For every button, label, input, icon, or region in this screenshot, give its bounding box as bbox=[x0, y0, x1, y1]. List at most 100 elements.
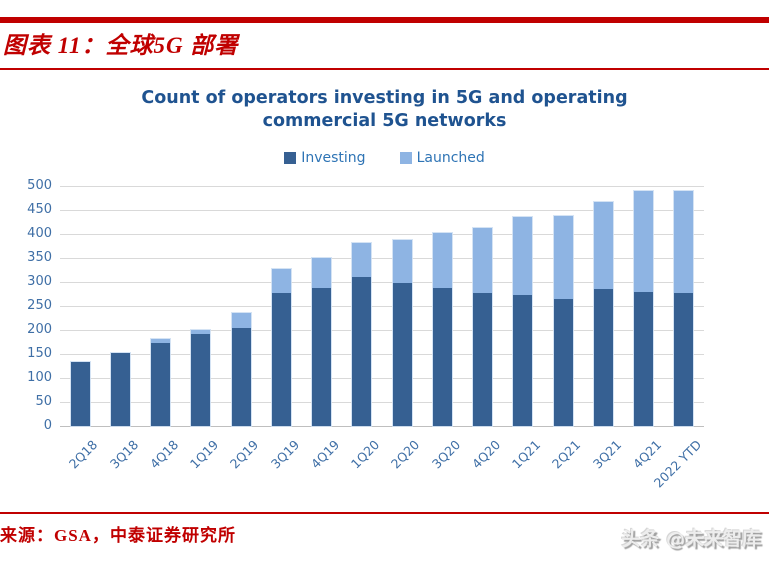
gridline bbox=[60, 377, 704, 379]
x-axis-label: 3Q18 bbox=[106, 437, 141, 472]
legend-swatch-investing bbox=[284, 152, 297, 164]
y-axis-label: 0 bbox=[43, 418, 52, 433]
gridline bbox=[60, 425, 704, 427]
bar-segment-launched bbox=[392, 239, 412, 283]
bar-segment-investing bbox=[312, 288, 332, 426]
bar-segment-launched bbox=[513, 217, 533, 296]
bar-segment-investing bbox=[191, 334, 211, 426]
x-axis-label: 2Q19 bbox=[227, 437, 262, 472]
y-axis-label: 400 bbox=[27, 226, 52, 241]
bar-column bbox=[70, 362, 90, 426]
x-axis-label: 1Q21 bbox=[509, 437, 544, 472]
x-axis-label: 3Q19 bbox=[267, 437, 302, 472]
footer-rule bbox=[0, 512, 769, 514]
plot-area bbox=[60, 185, 704, 427]
gridline bbox=[60, 401, 704, 403]
y-axis-label: 250 bbox=[27, 298, 52, 313]
bar-column bbox=[432, 233, 452, 426]
y-axis-label: 300 bbox=[27, 274, 52, 289]
bar-segment-investing bbox=[110, 352, 130, 426]
bar-segment-investing bbox=[352, 276, 372, 426]
bar-segment-investing bbox=[593, 289, 613, 426]
x-axis-label: 4Q18 bbox=[146, 437, 182, 472]
legend-label-investing: Investing bbox=[301, 150, 366, 166]
bar-segment-investing bbox=[271, 293, 291, 426]
bar-segment-launched bbox=[271, 268, 291, 294]
legend-item-investing: Investing bbox=[284, 150, 366, 166]
bar-column bbox=[593, 202, 613, 426]
y-axis-label: 100 bbox=[27, 370, 52, 385]
legend-swatch-launched bbox=[399, 152, 412, 164]
gridline bbox=[60, 185, 704, 187]
bar-segment-launched bbox=[432, 233, 452, 289]
gridline bbox=[60, 257, 704, 259]
bar-segment-investing bbox=[151, 343, 171, 426]
watermark: 头条 @未来智库 bbox=[621, 528, 761, 550]
gridline bbox=[60, 353, 704, 355]
bar-segment-launched bbox=[191, 330, 211, 335]
bar-column bbox=[513, 217, 533, 426]
figure-title: 图表 11：全球5G 部署 bbox=[3, 33, 239, 58]
gridline bbox=[60, 233, 704, 235]
bar-segment-investing bbox=[231, 327, 251, 426]
x-axis-label: 1Q20 bbox=[348, 437, 383, 472]
y-axis: 0 50 100 150 200 250 300 350 400 450 500 bbox=[0, 179, 52, 433]
bar-segment-investing bbox=[634, 291, 654, 426]
legend-label-launched: Launched bbox=[416, 150, 485, 166]
bar-segment-launched bbox=[352, 242, 372, 277]
bar-segment-launched bbox=[151, 338, 171, 344]
gridline bbox=[60, 329, 704, 331]
x-axis-label: 1Q19 bbox=[187, 437, 222, 472]
bar-segment-investing bbox=[70, 362, 90, 426]
bar-column bbox=[392, 239, 412, 426]
legend-item-launched: Launched bbox=[399, 150, 485, 166]
x-axis-label: 4Q20 bbox=[468, 437, 504, 472]
bar-segment-launched bbox=[634, 191, 654, 292]
chart-title: Count of operators investing in 5G and o… bbox=[0, 87, 769, 133]
source-text: 来源：GSA，中泰证券研究所 bbox=[0, 526, 236, 545]
y-axis-label: 500 bbox=[27, 178, 52, 193]
bar-segment-launched bbox=[674, 191, 694, 293]
bar-column bbox=[674, 191, 694, 426]
bar-segment-investing bbox=[392, 282, 412, 426]
bar-segment-launched bbox=[593, 202, 613, 290]
x-axis-label: 3Q21 bbox=[589, 437, 624, 472]
bar-segment-launched bbox=[473, 227, 493, 294]
bar-segment-investing bbox=[473, 293, 493, 426]
bar-segment-launched bbox=[553, 216, 573, 299]
top-accent-bar bbox=[0, 17, 769, 23]
y-axis-label: 350 bbox=[27, 250, 52, 265]
bar-segment-launched bbox=[231, 312, 251, 328]
title-underline bbox=[0, 68, 769, 70]
x-axis-label: 4Q21 bbox=[629, 437, 665, 472]
y-axis-label: 50 bbox=[35, 394, 52, 409]
bar-column bbox=[271, 268, 291, 426]
bar-column bbox=[634, 191, 654, 426]
bar-column bbox=[110, 352, 130, 426]
bar-column bbox=[191, 330, 211, 426]
gridline bbox=[60, 281, 704, 283]
chart-legend: Investing Launched bbox=[0, 150, 769, 166]
x-axis-label: 4Q19 bbox=[307, 437, 343, 472]
x-axis-label: 2Q18 bbox=[66, 437, 101, 472]
bar-segment-investing bbox=[674, 292, 694, 426]
bar-column bbox=[231, 312, 251, 426]
bar-column bbox=[473, 227, 493, 426]
y-axis-label: 150 bbox=[27, 346, 52, 361]
gridline bbox=[60, 209, 704, 211]
y-axis-label: 450 bbox=[27, 202, 52, 217]
x-axis-label: 2Q21 bbox=[549, 437, 584, 472]
x-axis-label: 3Q20 bbox=[428, 437, 463, 472]
bar-segment-investing bbox=[432, 288, 452, 426]
bar-column bbox=[312, 258, 332, 426]
x-axis-label: 2Q20 bbox=[388, 437, 423, 472]
bar-column bbox=[553, 216, 573, 426]
x-axis-labels: 2Q18 3Q18 4Q18 1Q19 2Q19 3Q19 4Q19 1Q20 2Q20 3Q20… bbox=[60, 428, 704, 508]
bar-column bbox=[151, 338, 171, 426]
chart-title-text: Count of operators investing in 5G and o… bbox=[141, 88, 628, 131]
bar-column bbox=[352, 242, 372, 426]
gridline bbox=[60, 305, 704, 307]
bar-segment-investing bbox=[513, 295, 533, 426]
y-axis-label: 200 bbox=[27, 322, 52, 337]
